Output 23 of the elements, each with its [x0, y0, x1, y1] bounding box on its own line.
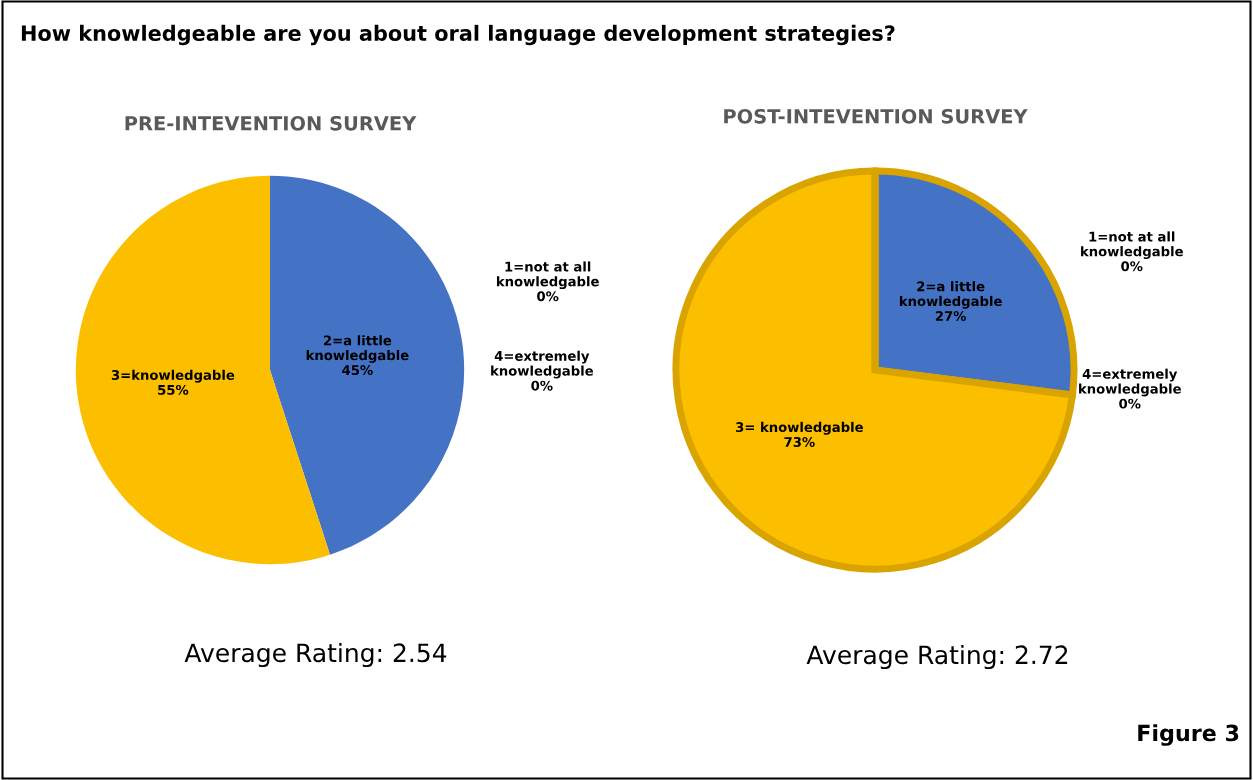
text: Average Rating: 2.72 [806, 644, 1068, 670]
category-label: 4=extremely knowledgable [1079, 368, 1181, 397]
category-label: 1=not at all knowledgable [496, 261, 599, 290]
chart-title: PRE-INTEVENTION SURVEY [125, 115, 417, 131]
caption: Figure 3 [1138, 724, 1239, 746]
slice-label: 2=a little knowledgable [899, 281, 1002, 309]
pie-slice [270, 175, 465, 555]
data-label: 27% [935, 311, 966, 321]
slice-label: 2=a little knowledgable [306, 335, 409, 363]
category-label: 1=not at all knowledgable [1081, 231, 1183, 260]
text: 0% [1119, 398, 1141, 409]
chart-title: POST-INTEVENTION SURVEY [724, 108, 1028, 124]
text: 0% [537, 291, 559, 302]
category-label: 4=extremely knowledgable [491, 350, 594, 379]
slice-label: 3= knowledgable [736, 421, 863, 435]
text: 0% [531, 380, 553, 391]
text: How knowledgeable are you about oral language development strategies? [21, 24, 895, 46]
data-label: 73% [784, 436, 815, 447]
text: Average Rating: 2.54 [184, 642, 447, 668]
data-label: 55% [158, 384, 189, 395]
text: 0% [1121, 261, 1143, 272]
slice-label: 3=knowledgable [111, 369, 235, 383]
data-label: 45% [342, 365, 373, 376]
